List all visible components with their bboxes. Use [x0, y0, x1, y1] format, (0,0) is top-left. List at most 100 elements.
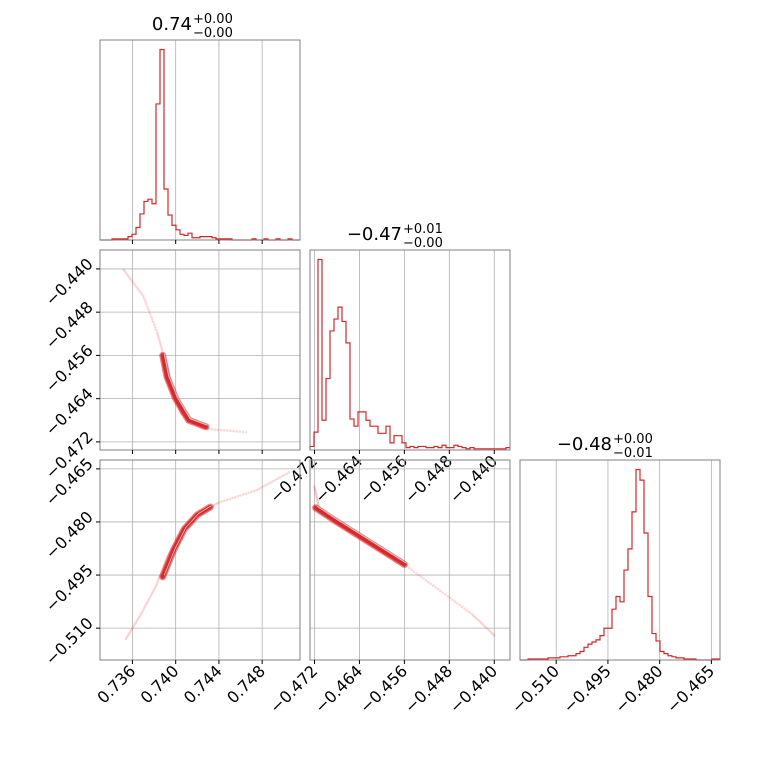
corner-3-1-point-102 [264, 483, 268, 487]
corner-3-1-point-3 [127, 632, 131, 635]
corner-3-1-point-17 [143, 606, 146, 610]
corner-3-1-point-8 [133, 623, 136, 626]
corner-3-1-point-19 [145, 602, 148, 606]
corner-3-1-point-84 [217, 501, 221, 504]
corner-3-1-scatter [124, 471, 291, 641]
corner-2-1-point-5 [129, 277, 133, 281]
corner-3-2-contour-2 [314, 506, 406, 566]
corner-3-1-point-109 [280, 474, 284, 478]
corner-3-2-point-86 [441, 591, 445, 595]
corner-3-1-point-14 [139, 612, 143, 616]
corner-3-2-contour-highlight [316, 505, 407, 564]
corner-2-1-point-35 [160, 346, 163, 350]
corner-3-1-point-98 [255, 488, 259, 492]
corner-3-2-point-112 [492, 633, 496, 637]
corner-2-1-point-11 [137, 289, 141, 292]
corner-2-1-point-30 [157, 335, 160, 339]
corner-3-1-point-10 [135, 619, 139, 623]
corner-3-2-point-96 [465, 609, 469, 612]
corner-3-1-point-97 [252, 489, 256, 493]
corner-3-2-point-7 [315, 495, 319, 499]
corner-2-1-point-8 [133, 283, 137, 287]
corner-3-1-point-22 [148, 596, 152, 600]
corner-3-2-xtick-label-3: −0.448 [401, 661, 456, 716]
corner-2-1-point-12 [139, 290, 142, 294]
corner-3-1-point-15 [140, 610, 144, 614]
corner-3-2-point-81 [429, 582, 433, 586]
hist-3-frame [519, 459, 721, 661]
corner-3-2-point-84 [436, 587, 440, 591]
hist-3-xtick-label-1: −0.495 [559, 661, 614, 716]
corner-2-1-point-29 [156, 333, 160, 337]
corner-2-1-point-98 [244, 430, 248, 434]
corner-3-1-xtick-label-1: 0.740 [137, 661, 183, 707]
corner-3-1-point-24 [150, 592, 154, 596]
corner-3-2-xtick-label-1: −0.464 [311, 661, 366, 716]
hist-3-steps [520, 468, 720, 661]
corner-3-1-point-26 [152, 588, 156, 592]
corner-2-1-point-95 [235, 430, 238, 433]
corner-3-1-point-87 [225, 498, 229, 502]
corner-3-1-point-27 [153, 586, 157, 589]
corner-3-1-point-30 [156, 580, 160, 583]
corner-3-2-xtick-label-4: −0.440 [446, 661, 501, 716]
hist-1-title-main: 0.74 [152, 14, 192, 35]
corner-3-1-point-1 [125, 635, 129, 639]
corner-3-2-point-75 [415, 571, 418, 575]
corner-3-2-point-98 [470, 612, 474, 616]
corner-2-1-point-24 [151, 320, 155, 324]
corner-2-1-point-90 [219, 428, 223, 432]
corner-3-2-xtick-label-2: −0.456 [356, 661, 411, 716]
corner-3-1-point-82 [214, 502, 217, 506]
corner-2-1-point-89 [216, 428, 220, 432]
corner-3-1-point-108 [278, 476, 282, 479]
corner-3-1-point-12 [137, 616, 141, 619]
corner-3-2-point-95 [463, 607, 466, 610]
corner-3-1-contour-2 [161, 506, 212, 578]
corner-3-2-point-97 [468, 610, 471, 614]
corner-3-2-point-92 [456, 602, 459, 605]
corner-2-1-point-23 [150, 318, 154, 321]
corner-3-2-point-74 [412, 570, 416, 573]
corner-3-1-point-11 [136, 617, 140, 621]
corner-3-2-point-8 [315, 497, 319, 500]
corner-2-1-point-9 [134, 285, 138, 288]
corner-3-1-point-103 [267, 482, 270, 486]
corner-3-1-point-2 [126, 633, 130, 637]
corner-3-1-contour-highlight [163, 505, 212, 576]
corner-2-1-point-0 [122, 268, 126, 272]
corner-2-1-point-92 [226, 429, 229, 432]
corner-3-1-point-112 [287, 471, 291, 474]
corner-3-2-point-94 [460, 605, 464, 609]
corner-3-1-point-29 [155, 582, 159, 585]
hist-1-title: 0.74 +0.00−0.00 [152, 12, 233, 41]
corner-3-2-point-111 [491, 632, 494, 635]
corner-2-1-point-28 [156, 331, 159, 335]
corner-3-2-point-76 [417, 573, 421, 577]
corner-3-2-point-105 [481, 623, 485, 626]
hist-3-title-main: −0.48 [557, 434, 612, 455]
corner-2-1-point-22 [149, 315, 153, 319]
corner-3-2-point-106 [483, 624, 486, 628]
corner-3-1-point-101 [262, 485, 266, 488]
corner-3-1-point-18 [144, 604, 147, 608]
corner-3-1-point-13 [138, 614, 142, 618]
hist-2-title-main: −0.47 [347, 224, 402, 245]
corner-3-2-point-101 [475, 617, 478, 620]
corner-3-2-point-77 [419, 575, 423, 579]
hist-2-steps [309, 258, 510, 450]
corner-3-1-point-96 [250, 490, 253, 494]
hist-3-xtick-label-2: −0.480 [611, 661, 666, 716]
corner-3-1-point-91 [236, 494, 240, 498]
corner-3-1-point-95 [247, 491, 250, 495]
corner-3-2-point-88 [446, 594, 450, 598]
corner-3-1-ytick-label-1: −0.480 [42, 507, 97, 562]
corner-3-1-xtick-label-2: 0.744 [180, 661, 226, 707]
corner-3-2-point-9 [316, 498, 319, 502]
corner-3-2-point-5 [314, 492, 318, 496]
corner-2-1-contours [159, 351, 210, 431]
corner-3-1-point-111 [285, 472, 289, 475]
corner-3-2-frame [309, 459, 511, 661]
corner-3-2-point-1 [313, 486, 317, 490]
corner-2-1-point-25 [152, 323, 156, 327]
